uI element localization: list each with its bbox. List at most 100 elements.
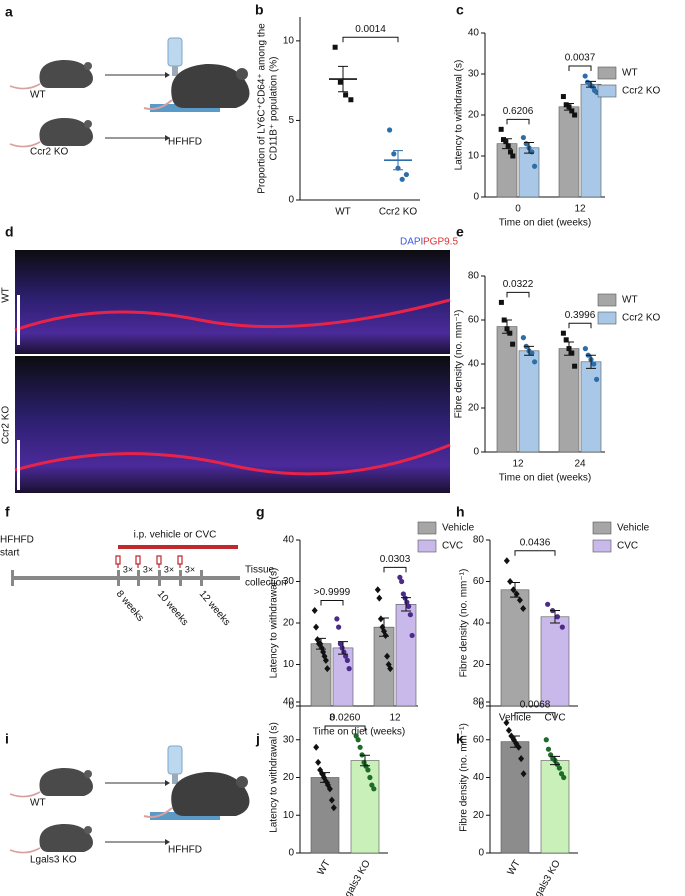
y-tick-label: 40	[283, 697, 295, 708]
y-axis-label: Fibre density (no. mm⁻¹)	[459, 569, 470, 678]
legend-swatch	[592, 521, 612, 535]
data-point	[510, 153, 516, 159]
y-tick-label: 80	[473, 535, 485, 546]
dose-label: 3×	[185, 564, 195, 574]
legend-swatch	[597, 293, 617, 307]
x-tick-label: 24	[574, 459, 586, 470]
data-point	[399, 176, 405, 182]
data-point	[337, 79, 343, 85]
data-point	[374, 586, 381, 594]
week-label: 10 weeks	[155, 589, 191, 628]
timeline-label: Tissue	[245, 565, 275, 576]
y-tick-label: 0	[478, 848, 484, 859]
data-point	[387, 665, 394, 673]
data-point	[520, 604, 527, 612]
data-point	[407, 612, 413, 618]
data-point	[561, 774, 567, 781]
comparison-bracket	[342, 36, 399, 43]
y-tick-label: 20	[473, 810, 485, 821]
timeline-tick	[137, 570, 140, 586]
data-point	[313, 743, 320, 751]
data-point	[498, 126, 504, 132]
data-point	[503, 719, 510, 727]
data-point	[516, 596, 523, 604]
data-point	[520, 134, 527, 141]
panel-letter: e	[456, 223, 464, 239]
error-bar	[379, 617, 389, 637]
bar	[500, 741, 530, 854]
dose-label: 3×	[164, 564, 174, 574]
x-axis-label: Time on diet (weeks)	[499, 473, 591, 484]
group-label: WT	[30, 90, 46, 101]
group-label: Lgals3 KO	[30, 855, 77, 866]
y-tick-label: 10	[283, 810, 295, 821]
data-point	[328, 796, 335, 804]
panel-letter: f	[5, 503, 10, 519]
y-tick-label: 10	[283, 36, 295, 47]
data-point	[559, 624, 565, 630]
y-tick-label: 0	[473, 192, 479, 203]
legend-swatch	[597, 66, 617, 80]
micrograph	[15, 250, 450, 354]
legend-swatch	[597, 84, 617, 98]
panel-letter: d	[5, 223, 14, 239]
data-point	[391, 151, 397, 157]
bar	[558, 106, 580, 198]
bar	[540, 616, 570, 707]
comparison-bracket	[320, 600, 344, 606]
data-point	[582, 346, 589, 352]
data-point	[409, 632, 415, 639]
y-axis-label: Fibre density (no. mm⁻¹)	[459, 723, 470, 832]
group-label: WT	[30, 798, 46, 809]
legend-label: CVC	[617, 541, 638, 552]
data-point	[563, 337, 569, 343]
data-point	[387, 127, 393, 133]
dose-label: 3×	[143, 564, 153, 574]
y-tick-label: 40	[473, 772, 485, 783]
timeline-tick	[158, 570, 161, 586]
arrow-head	[165, 72, 170, 78]
y-tick-label: 0	[478, 701, 484, 712]
bar	[580, 361, 602, 453]
legend-swatch	[592, 539, 612, 553]
x-tick-label: 0	[515, 204, 521, 215]
data-point	[403, 171, 409, 178]
y-tick-label: 60	[468, 315, 480, 326]
week-label: 12 weeks	[197, 589, 233, 628]
bar	[395, 604, 417, 707]
diet-label: HFHFD	[168, 137, 202, 148]
x-tick-label: Vehicle	[499, 713, 532, 724]
scale-bar	[17, 440, 20, 490]
data-point	[520, 770, 527, 778]
data-point	[505, 143, 511, 149]
x-tick-label: Ccr2 KO	[379, 207, 418, 218]
data-point	[371, 786, 377, 792]
p-value: 0.0037	[565, 53, 596, 64]
legend-label: CVC	[442, 541, 463, 552]
data-point	[545, 746, 552, 752]
y-tick-label: 0	[473, 447, 479, 458]
error-bar	[524, 141, 534, 154]
data-point	[503, 557, 510, 565]
data-point	[560, 94, 566, 100]
comparison-bracket	[514, 712, 556, 718]
y-tick-label: 80	[468, 271, 480, 282]
y-tick-label: 20	[468, 403, 480, 414]
data-point	[563, 102, 569, 108]
data-point	[336, 624, 342, 630]
panel-letter: i	[5, 730, 9, 746]
error-bar	[338, 65, 348, 93]
panel-f: f HFHFD start i.p. vehicle or CVC 3× 3× …	[0, 503, 287, 628]
dose-label: 3×	[123, 564, 133, 574]
y-tick-label: 40	[473, 618, 485, 629]
p-value: 0.0260	[330, 713, 361, 724]
data-point	[367, 774, 373, 781]
error-bar	[524, 345, 534, 356]
error-bar	[502, 319, 512, 334]
data-point	[399, 578, 405, 585]
timeline	[12, 576, 240, 580]
error-bar	[393, 150, 403, 171]
data-point	[508, 149, 513, 155]
comparison-bracket	[514, 550, 556, 556]
legend-swatch	[597, 311, 617, 325]
